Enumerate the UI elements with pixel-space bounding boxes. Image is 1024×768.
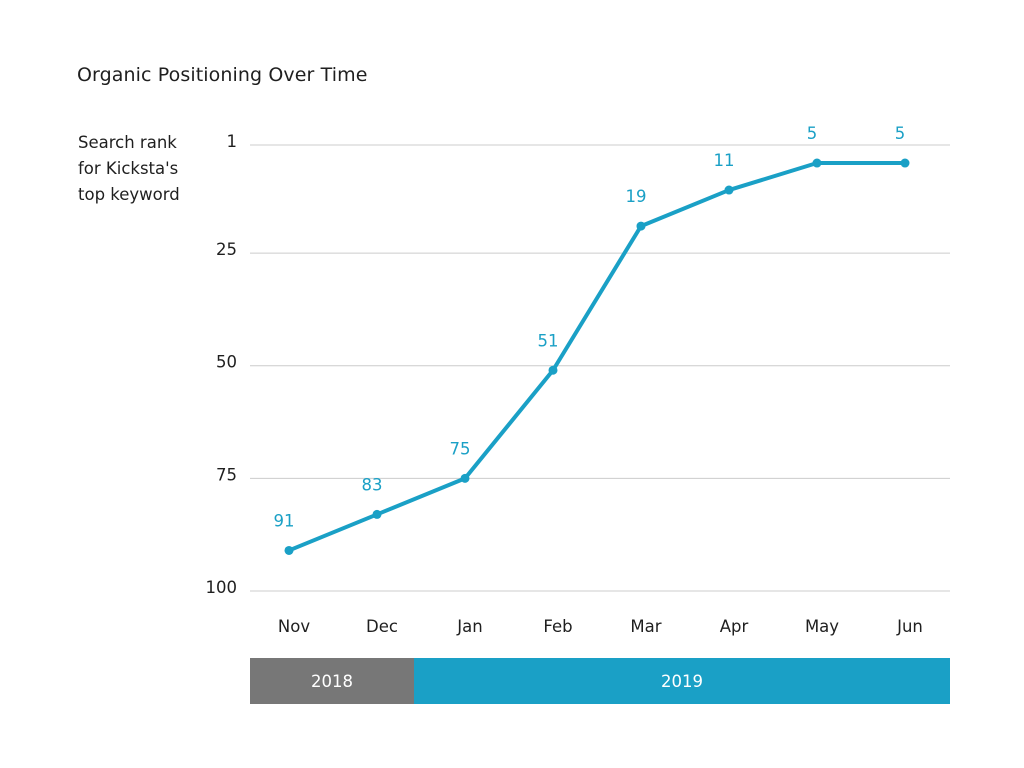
- data-point: [284, 545, 294, 555]
- y-axis-label-line-1: Search rank: [78, 133, 177, 152]
- y-axis-label-line-2: for Kicksta's: [78, 159, 179, 178]
- data-point: [460, 473, 470, 483]
- data-label: 83: [362, 475, 383, 494]
- y-tick-labels: 1 25 50 75 100: [206, 132, 238, 597]
- data-label: 5: [807, 124, 818, 143]
- x-tick-label: Nov: [278, 617, 310, 636]
- x-tick-label: Jan: [456, 617, 482, 636]
- x-tick-label: Jun: [896, 617, 923, 636]
- x-tick-label: Apr: [720, 617, 749, 636]
- data-label: 19: [626, 187, 647, 206]
- data-point: [636, 221, 646, 231]
- x-tick-label: Mar: [630, 617, 661, 636]
- y-tick-label: 75: [216, 465, 237, 484]
- data-label: 5: [895, 124, 906, 143]
- data-labels: 91 83 75 51 19 11 5 5: [274, 124, 906, 530]
- y-axis-label-line-3: top keyword: [78, 185, 180, 204]
- year-band-2019: [414, 658, 950, 704]
- y-tick-label: 100: [206, 578, 238, 597]
- data-point: [372, 509, 382, 519]
- x-tick-labels: Nov Dec Jan Feb Mar Apr May Jun: [278, 617, 923, 636]
- y-tick-label: 25: [216, 240, 237, 259]
- y-tick-label: 50: [216, 353, 237, 372]
- year-band-label: 2018: [311, 672, 353, 691]
- grid-lines: [250, 144, 950, 592]
- data-point: [548, 365, 558, 375]
- chart-title: Organic Positioning Over Time: [77, 64, 368, 86]
- data-label: 75: [450, 439, 471, 458]
- y-tick-label: 1: [227, 132, 238, 151]
- series-line-group: [287, 161, 907, 553]
- data-points: [284, 158, 910, 555]
- x-tick-label: Feb: [543, 617, 572, 636]
- series-line: [287, 161, 907, 553]
- x-tick-label: Dec: [366, 617, 398, 636]
- data-label: 91: [274, 511, 295, 530]
- y-axis-label: Search rank for Kicksta's top keyword: [78, 130, 228, 208]
- year-bands: 2018 2019: [250, 658, 950, 704]
- data-point: [812, 158, 822, 168]
- data-point: [900, 158, 910, 168]
- x-tick-label: May: [805, 617, 839, 636]
- year-band-2018: [250, 658, 414, 704]
- data-label: 11: [714, 151, 735, 170]
- data-label: 51: [538, 331, 559, 350]
- year-band-label: 2019: [661, 672, 703, 691]
- data-point: [724, 185, 734, 195]
